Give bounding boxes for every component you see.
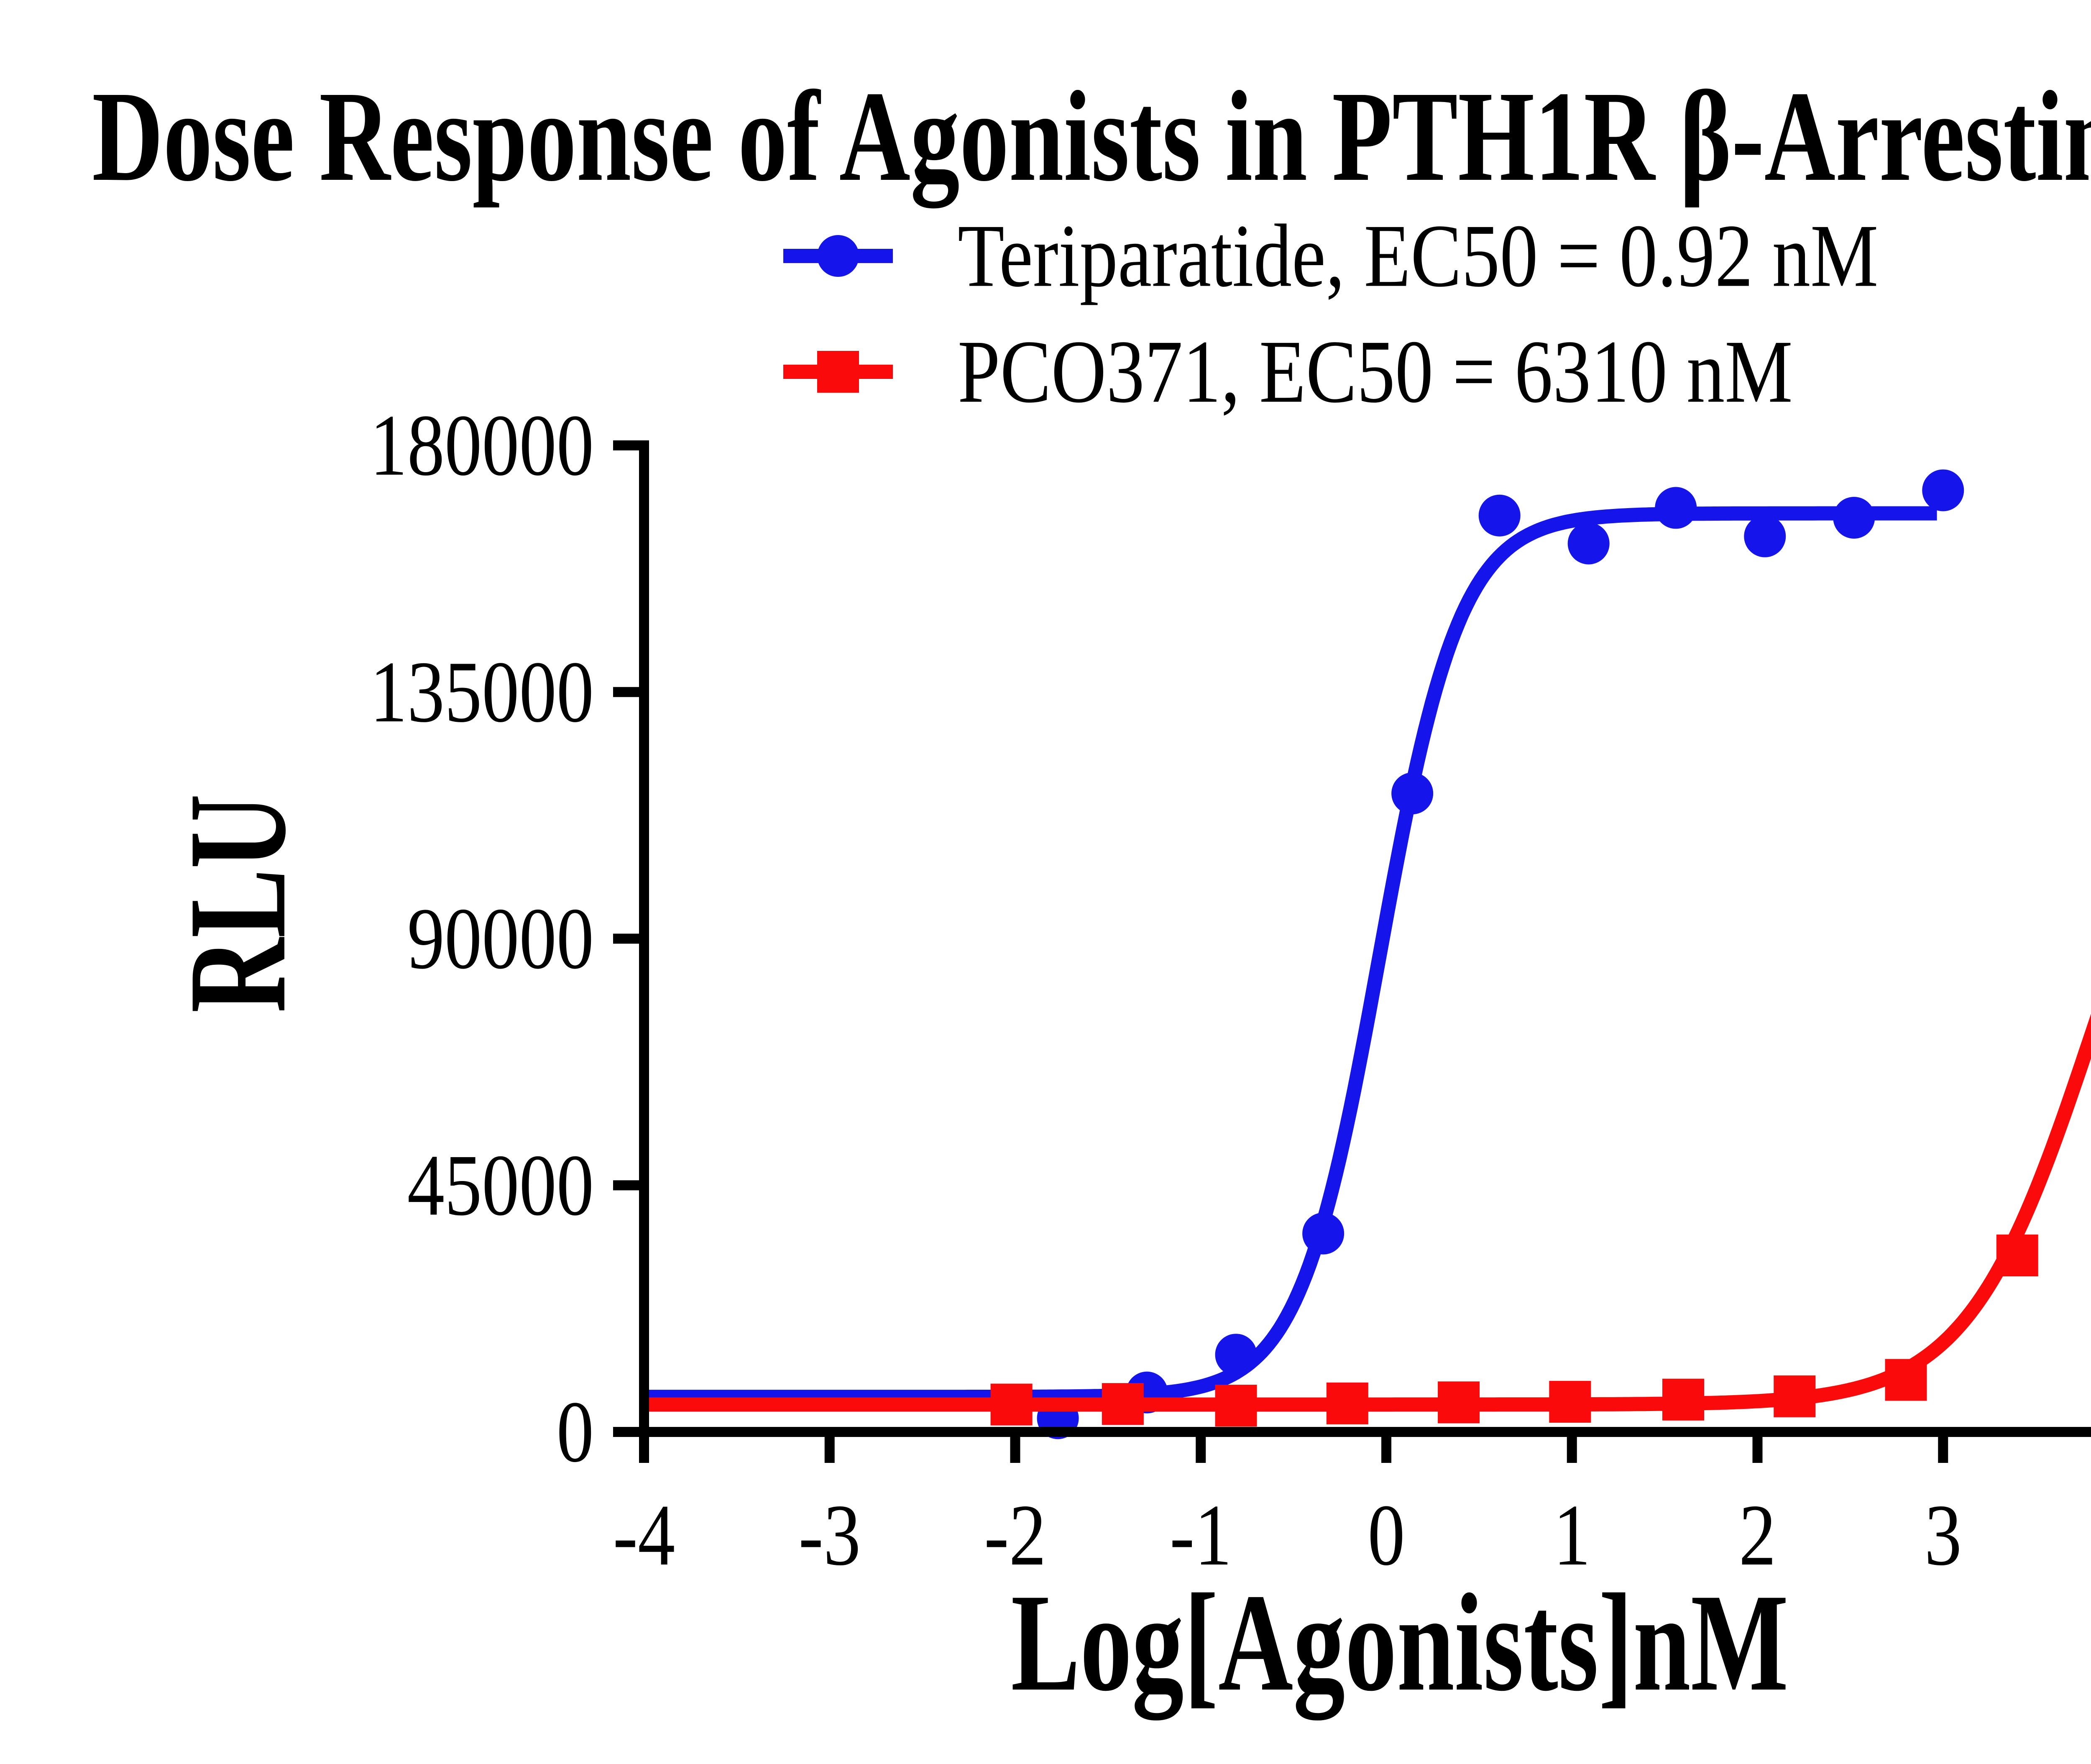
data-point-pco371 bbox=[1102, 1383, 1144, 1425]
y-tick-label: 90000 bbox=[407, 890, 594, 987]
teriparatide-fit-curve bbox=[645, 506, 1940, 1404]
x-axis-line bbox=[639, 1427, 2091, 1437]
legend-square-marker bbox=[817, 351, 859, 393]
data-point-teriparatide bbox=[1478, 494, 1521, 537]
pco371-square-swatch bbox=[783, 351, 893, 393]
y-tick bbox=[613, 1180, 639, 1191]
y-axis-title: RLU bbox=[159, 794, 315, 1012]
data-point-pco371 bbox=[1662, 1378, 1704, 1421]
x-tick-label: 3 bbox=[1925, 1487, 1962, 1584]
x-tick-label: 0 bbox=[1368, 1487, 1405, 1584]
teriparatide-circle-swatch bbox=[783, 235, 893, 277]
x-tick-label: -1 bbox=[1170, 1487, 1232, 1584]
x-tick bbox=[824, 1437, 835, 1463]
data-point-pco371 bbox=[990, 1383, 1033, 1426]
data-point-teriparatide bbox=[1922, 469, 1964, 511]
x-tick bbox=[1196, 1437, 1206, 1463]
data-point-pco371 bbox=[1549, 1381, 1591, 1423]
data-point-teriparatide bbox=[1567, 522, 1610, 565]
series-teriparatide bbox=[645, 469, 1964, 1439]
x-tick-label: -2 bbox=[984, 1487, 1046, 1584]
series-layer bbox=[645, 469, 2091, 1439]
x-tick-label: -4 bbox=[613, 1487, 675, 1584]
y-tick-label: 45000 bbox=[407, 1137, 594, 1234]
legend-item-teriparatide: Teriparatide, EC50 = 0.92 nM bbox=[783, 206, 1878, 306]
x-tick bbox=[1567, 1437, 1577, 1463]
x-axis-title: Log[Agonists]nM bbox=[1011, 1565, 1788, 1722]
data-point-pco371 bbox=[1774, 1375, 1816, 1417]
y-tick-label: 0 bbox=[557, 1383, 594, 1481]
legend: Teriparatide, EC50 = 0.92 nM PCO371, EC5… bbox=[783, 206, 1878, 422]
data-point-pco371 bbox=[1215, 1385, 1257, 1427]
legend-item-pco371: PCO371, EC50 = 6310 nM bbox=[783, 322, 1793, 422]
x-tick-label: -3 bbox=[798, 1487, 861, 1584]
x-tick bbox=[1938, 1437, 1948, 1463]
data-point-teriparatide bbox=[1215, 1334, 1257, 1376]
data-point-teriparatide bbox=[1391, 772, 1434, 815]
x-tick bbox=[1381, 1437, 1391, 1463]
x-tick bbox=[1010, 1437, 1020, 1463]
y-tick bbox=[613, 440, 639, 450]
y-tick bbox=[613, 1427, 639, 1437]
y-tick-label: 135000 bbox=[370, 643, 594, 741]
legend-label-pco371: PCO371, EC50 = 6310 nM bbox=[958, 322, 1793, 422]
data-point-pco371 bbox=[1996, 1235, 2038, 1277]
legend-label-teriparatide: Teriparatide, EC50 = 0.92 nM bbox=[958, 206, 1878, 306]
data-point-pco371 bbox=[1885, 1359, 1927, 1401]
x-tick-label: 1 bbox=[1553, 1487, 1590, 1584]
data-point-teriparatide bbox=[1655, 487, 1697, 529]
data-point-pco371 bbox=[1326, 1382, 1368, 1424]
pco371-fit-curve bbox=[645, 1014, 2091, 1412]
y-tick-label: 180000 bbox=[370, 397, 594, 494]
chart-title: Dose Response of Agonists in PTH1R β-Arr… bbox=[92, 64, 2091, 210]
data-point-pco371 bbox=[1438, 1381, 1480, 1424]
series-pco371 bbox=[645, 1014, 2091, 1427]
data-point-teriparatide bbox=[1833, 496, 1875, 539]
data-point-teriparatide bbox=[1302, 1212, 1345, 1255]
x-tick bbox=[1752, 1437, 1763, 1463]
legend-circle-marker bbox=[817, 235, 859, 277]
y-axis-line bbox=[639, 440, 649, 1437]
data-point-teriparatide bbox=[1744, 515, 1786, 557]
y-tick bbox=[613, 687, 639, 697]
x-tick-label: 2 bbox=[1739, 1487, 1776, 1584]
x-tick bbox=[639, 1437, 649, 1463]
y-tick bbox=[613, 933, 639, 944]
